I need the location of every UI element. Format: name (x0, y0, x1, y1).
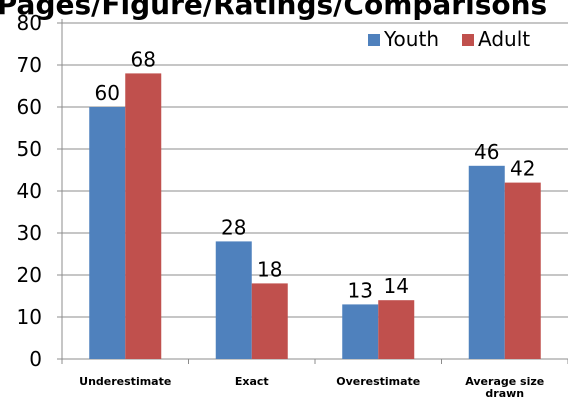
y-tick-label: 40 (17, 179, 42, 203)
legend-swatch-youth (368, 34, 380, 46)
x-tick-label: Overestimate (336, 375, 420, 388)
data-label: 68 (131, 47, 156, 71)
data-label: 42 (510, 157, 535, 181)
data-label: 18 (257, 257, 282, 281)
y-tick-label: 20 (17, 263, 42, 287)
tick-labels: 0 10 20 30 40 50 60 70 80 Underestimate Exact Overe… (17, 11, 545, 399)
bar-adult-3 (378, 300, 415, 359)
bar-adult-2 (251, 283, 288, 359)
y-tick-label: 30 (17, 221, 42, 245)
data-label: 14 (384, 274, 409, 298)
bar-youth-3 (342, 304, 379, 359)
x-tick-label: Average size drawn (465, 375, 544, 399)
data-label: 13 (348, 278, 373, 302)
legend-swatch-adult (462, 34, 474, 46)
x-tick-label: Exact (235, 375, 269, 388)
y-tick-label: 70 (17, 53, 42, 77)
y-tick-label: 80 (17, 11, 42, 35)
bars (89, 73, 541, 360)
bar-youth-4 (468, 165, 505, 359)
legend-label-youth: Youth (383, 27, 439, 51)
bar-adult-1 (125, 73, 162, 360)
y-tick-label: 60 (17, 95, 42, 119)
data-label: 46 (474, 140, 499, 164)
data-labels: 60 68 28 18 13 14 46 42 (95, 47, 536, 302)
y-tick-label: 10 (17, 305, 42, 329)
data-label: 28 (221, 215, 246, 239)
bar-youth-2 (215, 241, 252, 359)
x-tick-label: Underestimate (79, 375, 171, 388)
legend: Youth Adult (368, 27, 530, 51)
bar-youth-1 (89, 107, 126, 359)
bar-adult-4 (504, 182, 541, 359)
legend-label-adult: Adult (478, 27, 530, 51)
data-label: 60 (95, 81, 120, 105)
y-tick-label: 50 (17, 137, 42, 161)
chart-title: Pages/Figure/Ratings/Comparisons (0, 0, 547, 21)
y-tick-label: 0 (29, 347, 42, 371)
